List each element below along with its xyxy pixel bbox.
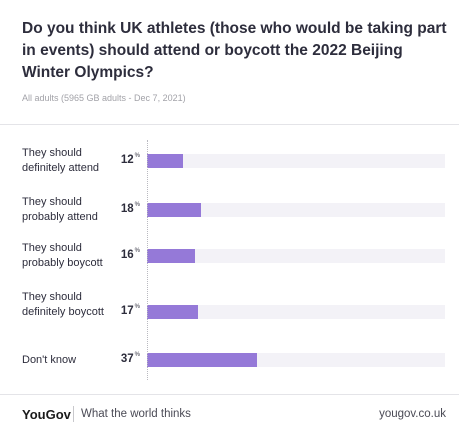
bar [147, 305, 198, 319]
category-label: They should definitely boycott [22, 290, 104, 318]
value-label: 16% [120, 248, 140, 261]
bar-track [147, 305, 445, 319]
bar-track [147, 154, 445, 168]
category-label: They should probably boycott [22, 242, 103, 269]
top-divider [0, 124, 459, 125]
value-label: 37% [120, 352, 140, 365]
yougov-logo: YouGov [22, 407, 71, 422]
category-label: They should probably attend [22, 196, 98, 223]
bar [147, 249, 195, 263]
value-label: 12% [120, 153, 140, 166]
bottom-divider [0, 394, 459, 395]
bar-track [147, 203, 445, 217]
value-label: 18% [120, 202, 140, 215]
footer-site-link[interactable]: yougov.co.uk [379, 408, 446, 420]
chart-subtitle: All adults (5965 GB adults - Dec 7, 2021… [22, 93, 186, 103]
footer-separator [73, 406, 74, 422]
bar [147, 203, 201, 217]
bar [147, 154, 183, 168]
axis-baseline [147, 140, 149, 380]
bar [147, 353, 258, 367]
footer-tagline: What the world thinks [81, 408, 191, 420]
bar-track [147, 353, 445, 367]
category-label: They should definitely attend [22, 147, 100, 174]
category-label: Don't know [22, 353, 77, 366]
bar-track [147, 249, 445, 263]
chart-title: Do you think UK athletes (those who woul… [22, 20, 447, 81]
value-label: 17% [120, 304, 140, 317]
footer: YouGov What the world thinks yougov.co.u… [0, 404, 459, 428]
